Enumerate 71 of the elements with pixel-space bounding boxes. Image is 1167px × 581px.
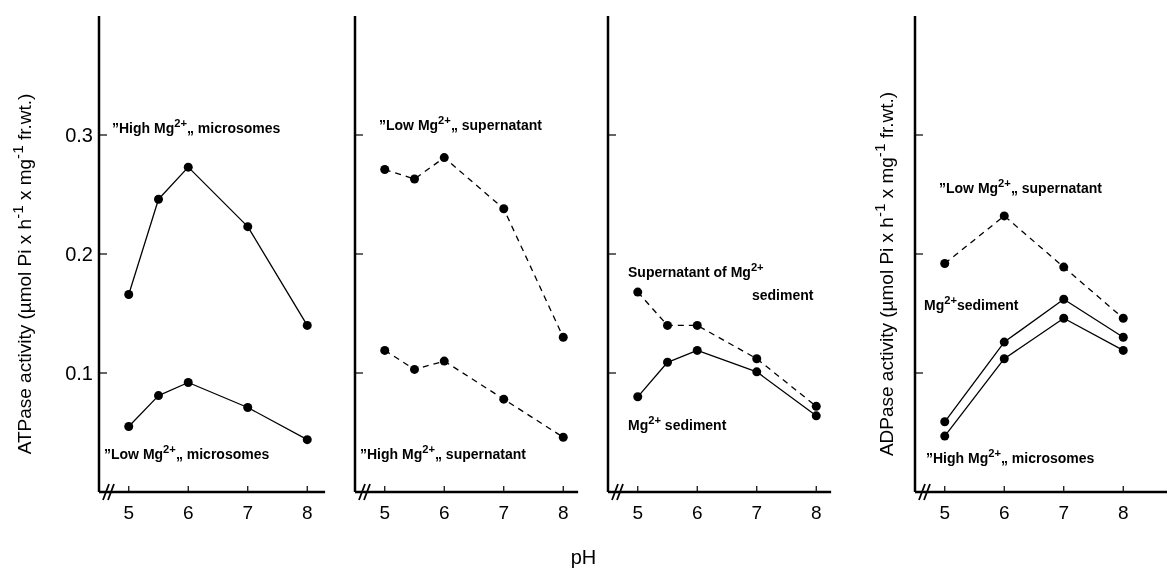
- x-tick-label: 7: [498, 502, 510, 523]
- point: [1059, 313, 1069, 323]
- point: [1118, 313, 1128, 323]
- y-tick-label: 0.2: [65, 243, 93, 265]
- point: [302, 320, 312, 330]
- point: [1118, 345, 1128, 355]
- x-tick-label: 6: [438, 502, 450, 523]
- point: [752, 367, 762, 377]
- series-label: ”High Mg$^{2+}$„ microsomes: [926, 447, 1095, 466]
- x-tick-label: 8: [810, 502, 822, 523]
- point: [243, 403, 253, 413]
- point: [999, 211, 1009, 221]
- point: [154, 194, 163, 204]
- point: [439, 153, 449, 163]
- text: Supernatant of Mg$^{2+}$ sediment: [628, 261, 814, 303]
- point: [183, 378, 193, 388]
- text: ”Low Mg$^{2+}$„ supernatant: [379, 114, 543, 133]
- point: [302, 435, 312, 445]
- point: [1059, 294, 1069, 304]
- point: [499, 394, 509, 404]
- text: ”High Mg$^{2+}$„ microsomes: [112, 117, 281, 136]
- point: [633, 287, 643, 297]
- x-tick-label: 8: [557, 502, 569, 523]
- x-tick-label: 5: [379, 502, 391, 523]
- x-tick-label: 7: [242, 502, 254, 523]
- text: ”Low Mg$^{2+}$„ supernatant: [939, 177, 1103, 196]
- point: [940, 259, 950, 269]
- point: [692, 345, 702, 355]
- point: [439, 356, 449, 366]
- x-tick-label: 5: [939, 502, 951, 523]
- point: [752, 354, 762, 364]
- point: [811, 401, 821, 411]
- point: [1118, 332, 1128, 342]
- y-tick-label: 0.1: [65, 362, 93, 384]
- x-tick-label: 6: [998, 502, 1010, 523]
- point: [154, 391, 163, 401]
- series-label: Mg$^{2+}$sediment: [924, 294, 1019, 313]
- point: [999, 354, 1009, 364]
- x-tick-label: 5: [123, 502, 135, 523]
- x-tick-label: 7: [1058, 502, 1070, 523]
- point: [940, 417, 950, 427]
- point: [499, 204, 509, 214]
- point: [410, 364, 419, 374]
- point: [410, 174, 419, 184]
- y-tick-label: 0.3: [65, 124, 93, 146]
- point: [663, 357, 672, 367]
- x-tick-label: 8: [1117, 502, 1129, 523]
- point: [663, 320, 672, 330]
- point: [558, 432, 568, 442]
- point: [811, 411, 821, 421]
- point: [243, 222, 253, 232]
- x-tick-label: 5: [632, 502, 644, 523]
- point: [380, 165, 390, 175]
- series-label: ”High Mg$^{2+}$„ supernatant: [360, 443, 527, 462]
- point: [183, 162, 193, 172]
- point: [692, 320, 702, 330]
- x-tick-label: 8: [301, 502, 313, 523]
- x-axis-title: pH: [570, 546, 597, 568]
- point: [940, 431, 950, 441]
- point: [999, 337, 1009, 347]
- point: [124, 422, 134, 432]
- point: [633, 392, 643, 402]
- x-tick-label: 7: [751, 502, 763, 523]
- point: [124, 289, 134, 299]
- point: [558, 332, 568, 342]
- point: [1059, 262, 1069, 272]
- x-tick-label: 6: [182, 502, 194, 523]
- series-label: ”Low Mg$^{2+}$„ microsomes: [104, 443, 270, 462]
- point: [380, 345, 390, 355]
- x-tick-label: 6: [691, 502, 703, 523]
- series-label: Mg$^{2+}$ sediment: [628, 414, 727, 433]
